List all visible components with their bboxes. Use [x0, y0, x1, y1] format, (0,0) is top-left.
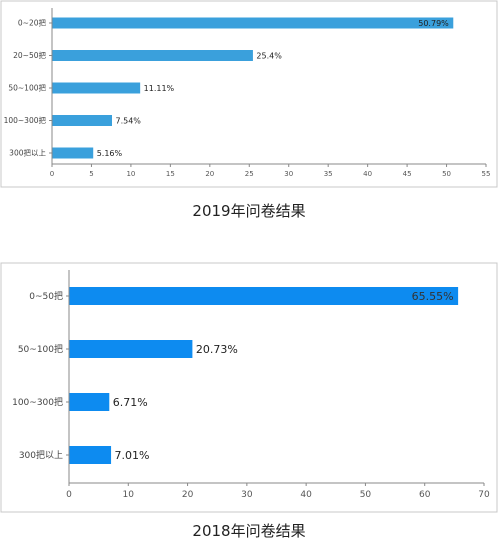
- chart-2019-category-label: 50~100把: [8, 83, 46, 93]
- chart-2018-bar: [69, 340, 193, 358]
- chart-2019-value-label: 50.79%: [418, 19, 449, 28]
- chart-2018-x-tick-label: 70: [478, 490, 490, 500]
- chart-2018-category-label: 300把以上: [19, 449, 63, 461]
- chart-2018: 0 10 20 30 40 50 60 70 0~50把 65.55% 50~100把 20.73% 1…: [12, 270, 490, 500]
- chart-2019-value-label: 5.16%: [97, 149, 123, 158]
- chart-2018-value-label: 7.01%: [115, 449, 150, 462]
- chart-2018-category-label: 0~50把: [29, 290, 63, 302]
- chart-2019-bar: [52, 82, 141, 94]
- chart-2019-bar: [52, 147, 94, 159]
- chart-2019-x-tick-label: 10: [126, 170, 135, 178]
- chart-2019-x-tick-label: 30: [284, 170, 293, 178]
- chart-2019-x-tick-label: 40: [363, 170, 372, 178]
- chart-2019-bar: [52, 17, 454, 29]
- chart-2018-value-label: 6.71%: [113, 396, 148, 409]
- chart-2019-x-tick-label: 0: [50, 170, 54, 178]
- chart-2019-category-label: 100~300把: [4, 115, 47, 125]
- chart-2019-category-label: 20~50把: [13, 50, 46, 60]
- chart-2019-category-label: 300把以上: [9, 148, 46, 158]
- chart-2019-x-tick-label: 5: [89, 170, 93, 178]
- chart-2018-x-tick-label: 0: [66, 490, 72, 500]
- chart-2019-x-tick-label: 15: [166, 170, 175, 178]
- chart-2019-x-tick-label: 25: [245, 170, 254, 178]
- chart-2018-category-label: 100~300把: [12, 396, 63, 408]
- chart-2018-value-label: 20.73%: [196, 343, 238, 356]
- chart-2019: 0 5 10 15 20 25 30 35 40 45 50 55 0~20把 50.79% 20~50把 2…: [4, 8, 491, 178]
- chart-2018-value-label: 65.55%: [412, 290, 454, 303]
- chart-2019-x-tick-label: 55: [482, 170, 491, 178]
- chart-2019-x-tick-label: 35: [324, 170, 333, 178]
- chart-2018-x-tick-label: 10: [123, 490, 135, 500]
- chart-2018-x-tick-label: 30: [241, 490, 253, 500]
- chart-2018-x-tick-label: 20: [182, 490, 194, 500]
- chart-2019-value-label: 25.4%: [256, 52, 282, 61]
- chart-2019-title: 2019年问卷结果: [192, 202, 305, 220]
- chart-2018-bar: [69, 393, 110, 411]
- chart-2019-x-tick-label: 20: [205, 170, 214, 178]
- chart-2019-value-label: 11.11%: [144, 84, 175, 93]
- chart-2018-x-tick-label: 40: [300, 490, 312, 500]
- chart-2019-x-tick-label: 45: [403, 170, 412, 178]
- chart-2018-category-label: 50~100把: [18, 343, 63, 355]
- chart-2018-bar: [69, 287, 459, 305]
- chart-2019-frame: [0, 0, 498, 188]
- chart-2019-category-label: 0~20把: [18, 18, 47, 28]
- chart-2018-title: 2018年问卷结果: [192, 522, 305, 540]
- chart-2018-x-tick-label: 60: [419, 490, 431, 500]
- chart-2018-x-tick-label: 50: [360, 490, 372, 500]
- chart-2019-value-label: 7.54%: [115, 117, 141, 126]
- chart-2019-x-tick-label: 50: [442, 170, 451, 178]
- chart-2018-bar: [69, 446, 112, 464]
- chart-2019-bar: [52, 50, 253, 61]
- chart-2019-bar: [52, 115, 112, 126]
